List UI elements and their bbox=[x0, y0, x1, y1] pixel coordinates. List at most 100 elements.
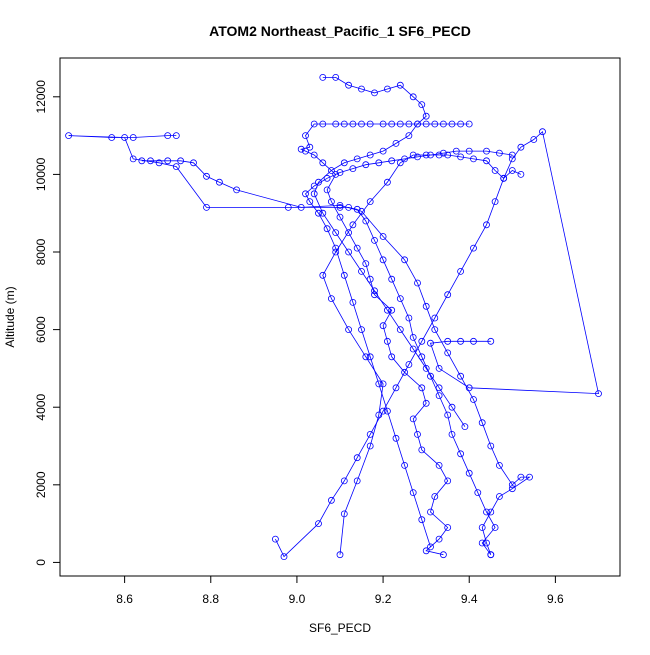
data-point bbox=[388, 157, 396, 165]
data-point bbox=[366, 442, 374, 450]
data-point bbox=[190, 159, 197, 167]
data-point bbox=[358, 85, 365, 93]
data-point bbox=[332, 74, 340, 81]
y-tick-label: 10000 bbox=[34, 157, 48, 191]
data-point bbox=[203, 172, 210, 180]
data-point bbox=[336, 213, 344, 221]
series-line-4 bbox=[275, 130, 599, 558]
data-point bbox=[353, 155, 361, 163]
data-point bbox=[383, 337, 391, 345]
data-point bbox=[444, 349, 452, 357]
data-point bbox=[495, 149, 503, 157]
data-point bbox=[409, 415, 417, 423]
data-point bbox=[164, 157, 172, 165]
data-point bbox=[422, 399, 430, 407]
data-point bbox=[457, 120, 465, 128]
data-point bbox=[418, 516, 426, 524]
x-tick-label: 9.2 bbox=[375, 592, 392, 606]
data-point bbox=[435, 461, 443, 469]
data-point bbox=[508, 151, 516, 159]
data-point bbox=[379, 147, 387, 155]
data-point bbox=[371, 89, 378, 97]
data-point bbox=[396, 295, 404, 303]
data-point bbox=[409, 93, 417, 101]
data-point bbox=[332, 170, 340, 178]
data-point bbox=[448, 430, 456, 438]
data-point bbox=[508, 155, 516, 163]
data-point bbox=[435, 392, 443, 400]
data-point bbox=[284, 203, 292, 211]
data-point bbox=[323, 186, 331, 194]
y-tick-label: 4000 bbox=[34, 394, 48, 421]
data-point bbox=[435, 364, 443, 372]
data-point bbox=[345, 81, 353, 89]
data-point bbox=[353, 454, 361, 462]
data-point bbox=[448, 403, 456, 411]
data-point bbox=[448, 120, 456, 128]
data-point bbox=[383, 178, 391, 186]
data-point bbox=[414, 279, 421, 287]
data-point bbox=[396, 326, 404, 334]
data-point bbox=[306, 143, 314, 151]
data-point bbox=[483, 508, 490, 516]
data-point bbox=[483, 539, 490, 547]
data-point bbox=[358, 326, 365, 334]
data-point bbox=[457, 267, 465, 275]
data-point bbox=[487, 337, 495, 345]
data-point bbox=[392, 384, 400, 392]
x-tick-label: 8.6 bbox=[116, 592, 133, 606]
data-point bbox=[379, 380, 387, 388]
data-point bbox=[388, 120, 396, 128]
data-point bbox=[422, 112, 430, 120]
data-point bbox=[366, 120, 374, 128]
data-point bbox=[457, 450, 465, 458]
data-point bbox=[340, 477, 348, 485]
data-point bbox=[427, 372, 434, 380]
data-point bbox=[315, 178, 322, 186]
data-point bbox=[431, 314, 439, 322]
data-point bbox=[215, 178, 223, 186]
data-point bbox=[409, 333, 417, 341]
data-point bbox=[418, 337, 426, 345]
data-point bbox=[379, 322, 387, 330]
x-tick-label: 9.0 bbox=[289, 592, 306, 606]
data-point bbox=[508, 481, 516, 489]
data-point bbox=[310, 120, 318, 128]
data-point bbox=[327, 167, 335, 174]
y-tick-label: 0 bbox=[34, 559, 48, 566]
data-point bbox=[431, 493, 439, 500]
data-point bbox=[336, 203, 344, 211]
data-point bbox=[478, 539, 486, 547]
data-point bbox=[431, 120, 439, 128]
data-point bbox=[517, 170, 525, 178]
data-point bbox=[129, 155, 137, 163]
data-point bbox=[457, 372, 465, 380]
data-point bbox=[422, 547, 430, 555]
data-point bbox=[164, 132, 172, 140]
data-point bbox=[362, 260, 370, 268]
data-point bbox=[405, 361, 413, 368]
y-tick-label: 8000 bbox=[34, 238, 48, 265]
data-point bbox=[401, 368, 409, 376]
series-line-2 bbox=[68, 135, 496, 555]
x-tick-label: 8.8 bbox=[202, 592, 219, 606]
data-point bbox=[483, 157, 490, 165]
data-point bbox=[396, 120, 404, 128]
data-point bbox=[500, 174, 508, 182]
data-point bbox=[323, 225, 331, 233]
data-point bbox=[427, 508, 434, 516]
data-point bbox=[383, 407, 391, 415]
data-point bbox=[409, 151, 417, 159]
data-point bbox=[340, 271, 348, 279]
data-point bbox=[444, 411, 452, 419]
data-point bbox=[172, 163, 180, 171]
data-point bbox=[405, 132, 413, 140]
data-point bbox=[414, 430, 421, 438]
data-point bbox=[418, 384, 426, 392]
data-point bbox=[349, 120, 357, 128]
data-point bbox=[358, 207, 365, 215]
data-point bbox=[444, 337, 452, 345]
data-point bbox=[431, 326, 439, 334]
